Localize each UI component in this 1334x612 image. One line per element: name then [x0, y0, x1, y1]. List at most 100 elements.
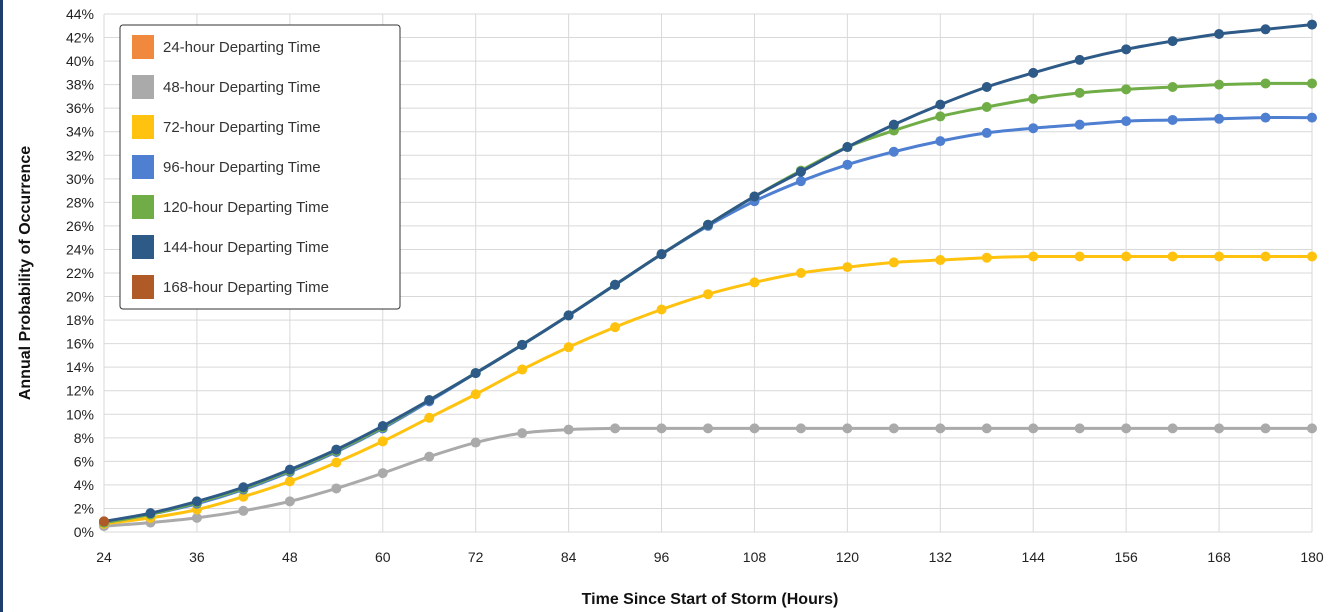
data-point — [935, 99, 946, 110]
data-point — [1307, 78, 1317, 89]
y-tick-label: 14% — [66, 359, 94, 375]
data-point — [424, 412, 435, 423]
x-tick-label: 84 — [561, 549, 577, 565]
y-axis-ticks: 0% 2% 4% 6% 8% 10% 12% 14% 16% 18% 20% 22% 24% 26% 28%… — [66, 6, 94, 540]
data-point — [563, 310, 574, 321]
x-tick-label: 132 — [929, 549, 953, 565]
data-point — [888, 119, 899, 130]
data-point — [517, 428, 528, 439]
data-point — [935, 111, 946, 122]
data-point — [1074, 87, 1085, 98]
x-tick-label: 24 — [96, 549, 112, 565]
data-point — [1121, 44, 1132, 55]
data-point — [99, 516, 109, 527]
x-tick-label: 156 — [1114, 549, 1138, 565]
legend-label: 24-hour Departing Time — [163, 39, 321, 56]
x-tick-label: 72 — [468, 549, 484, 565]
y-axis-title: Annual Probability of Occurrence — [17, 146, 34, 400]
data-point — [1260, 78, 1271, 89]
data-point — [749, 277, 760, 288]
data-point — [842, 142, 853, 153]
data-point — [1214, 113, 1225, 124]
y-tick-label: 10% — [66, 406, 94, 422]
y-tick-label: 2% — [74, 500, 94, 516]
y-tick-label: 16% — [66, 336, 94, 352]
data-point — [145, 508, 156, 519]
y-tick-label: 42% — [66, 30, 94, 46]
data-point — [191, 512, 202, 523]
data-point — [1307, 423, 1317, 434]
y-tick-label: 40% — [66, 53, 94, 69]
data-point — [610, 279, 621, 290]
legend-swatch — [132, 195, 154, 219]
x-tick-label: 48 — [282, 549, 298, 565]
data-point — [1074, 119, 1085, 130]
data-point — [1028, 251, 1039, 262]
data-point — [1307, 19, 1317, 30]
y-tick-label: 8% — [74, 430, 94, 446]
data-point — [981, 102, 992, 113]
data-point — [284, 496, 295, 507]
legend-swatch — [132, 35, 154, 59]
data-point — [1167, 36, 1178, 47]
series-line — [103, 426, 1312, 528]
data-point — [1074, 54, 1085, 65]
data-point — [1214, 29, 1225, 40]
data-point — [1260, 423, 1271, 434]
data-point — [1214, 79, 1225, 90]
data-point — [377, 468, 388, 479]
y-tick-label: 32% — [66, 147, 94, 163]
data-point — [238, 482, 249, 493]
data-point — [610, 322, 621, 333]
data-point — [981, 423, 992, 434]
data-point — [1121, 423, 1132, 434]
data-point — [703, 423, 713, 434]
y-tick-label: 36% — [66, 100, 94, 116]
x-tick-label: 180 — [1300, 549, 1324, 565]
data-point — [842, 159, 853, 170]
data-point — [470, 368, 481, 379]
y-tick-label: 4% — [74, 477, 94, 493]
data-point — [1121, 116, 1132, 127]
data-point — [1167, 423, 1178, 434]
y-tick-label: 44% — [66, 6, 94, 22]
data-point — [656, 249, 667, 260]
data-point — [795, 176, 806, 187]
data-point — [1260, 112, 1271, 123]
data-point — [1214, 251, 1225, 262]
data-point — [470, 389, 481, 400]
x-tick-label: 36 — [189, 549, 205, 565]
series-2 — [99, 251, 1317, 529]
data-point — [1167, 251, 1178, 262]
data-point — [795, 423, 806, 434]
data-point — [935, 136, 946, 147]
series-1 — [99, 423, 1317, 532]
y-tick-label: 38% — [66, 77, 94, 93]
x-tick-label: 120 — [836, 549, 860, 565]
y-tick-label: 0% — [74, 524, 94, 540]
data-point — [610, 423, 621, 434]
data-point — [1028, 423, 1039, 434]
data-point — [888, 423, 899, 434]
legend-label: 72-hour Departing Time — [163, 119, 321, 136]
x-axis-ticks: 24 36 48 60 72 84 96 108 120 132 144 156 168 180 — [96, 549, 1324, 565]
data-point — [1121, 251, 1132, 262]
data-point — [238, 491, 249, 502]
data-point — [284, 464, 295, 475]
legend-box — [119, 24, 401, 310]
data-point — [331, 444, 342, 455]
data-point — [1074, 423, 1085, 434]
legend: 24-hour Departing Time 48-hour Departing … — [119, 24, 401, 310]
x-tick-label: 168 — [1207, 549, 1231, 565]
y-tick-label: 30% — [66, 171, 94, 187]
data-point — [703, 219, 713, 230]
data-point — [1167, 114, 1178, 125]
legend-swatch — [132, 75, 154, 99]
legend-swatch — [132, 115, 154, 139]
data-point — [331, 457, 342, 468]
x-tick-label: 144 — [1022, 549, 1046, 565]
legend-label: 144-hour Departing Time — [163, 239, 329, 256]
data-point — [1307, 112, 1317, 123]
data-point — [935, 423, 946, 434]
data-point — [191, 496, 202, 507]
